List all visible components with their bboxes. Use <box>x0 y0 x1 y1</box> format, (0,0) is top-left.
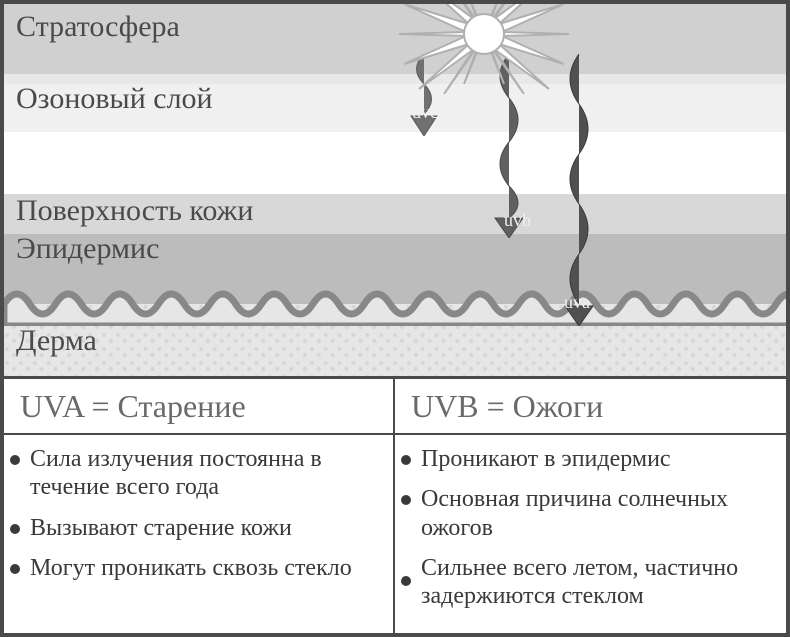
header-uva: UVA = Старение <box>4 379 393 435</box>
bullet-uva-1: Вызывают старение кожи <box>10 514 385 542</box>
bullet-text: Сильнее всего летом, частично задержиютс… <box>421 554 778 611</box>
ray-uva <box>549 54 609 326</box>
bullet-text: Могут проникать сквозь стекло <box>30 554 385 582</box>
bullet-dot-icon <box>10 564 20 574</box>
bullet-dot-icon <box>401 576 411 586</box>
bullet-text: Основная причина солнечных ожогов <box>421 485 778 542</box>
bullet-text: Вызывают старение кожи <box>30 514 385 542</box>
ray-label-uva: uva <box>564 292 590 313</box>
bullet-uva-0: Сила излучения постоянна в течение всего… <box>10 445 385 502</box>
bullet-uva-2: Могут проникать сквозь стекло <box>10 554 385 582</box>
bullet-dot-icon <box>401 495 411 505</box>
bullet-uvb-2: Сильнее всего летом, частично задержиютс… <box>401 554 778 611</box>
bullet-text: Проникают в эпидермис <box>421 445 778 473</box>
body-uvb: Проникают в эпидермис Основная причина с… <box>395 435 786 637</box>
bullet-dot-icon <box>401 455 411 465</box>
label-ozone: Озоновый слой <box>16 82 213 116</box>
bullet-uvb-0: Проникают в эпидермис <box>401 445 778 473</box>
ray-label-uvb: uvb <box>504 210 531 231</box>
uv-comparison-table: UVA = Старение Сила излучения постоянна … <box>4 376 786 637</box>
bullet-text: Сила излучения постоянна в течение всего… <box>30 445 385 502</box>
layer-gap2 <box>4 132 786 194</box>
bullet-dot-icon <box>10 455 20 465</box>
body-uva: Сила излучения постоянна в течение всего… <box>4 435 393 637</box>
label-skin-surface: Поверхность кожи <box>16 194 253 228</box>
atmosphere-skin-diagram: uvc uvb uva Стратосфера Озоновый слой По… <box>4 4 786 376</box>
label-dermis: Дерма <box>16 324 97 358</box>
ray-label-uvc: uvc <box>412 102 438 123</box>
label-epidermis: Эпидермис <box>16 232 159 266</box>
header-uvb: UVB = Ожоги <box>395 379 786 435</box>
wavy-boundary <box>4 282 786 326</box>
col-uvb: UVB = Ожоги Проникают в эпидермис Основн… <box>395 379 786 637</box>
infographic-frame: uvc uvb uva Стратосфера Озоновый слой По… <box>0 0 790 637</box>
bullet-dot-icon <box>10 524 20 534</box>
bullet-uvb-1: Основная причина солнечных ожогов <box>401 485 778 542</box>
sun-icon <box>394 4 574 94</box>
label-stratosphere: Стратосфера <box>16 10 180 44</box>
col-uva: UVA = Старение Сила излучения постоянна … <box>4 379 395 637</box>
